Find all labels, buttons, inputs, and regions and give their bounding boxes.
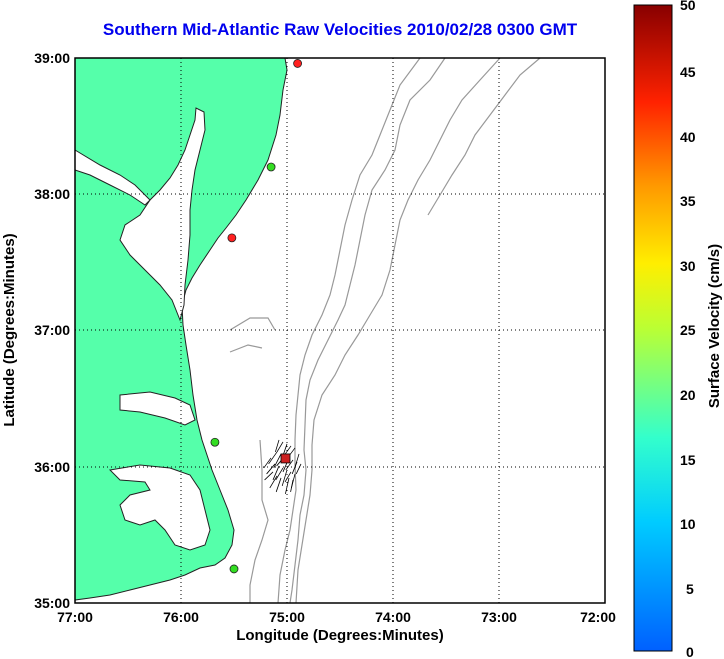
colorbar-tick-labels: 50 45 40 35 30 25 20 15 10 5 0 <box>680 0 696 659</box>
y-tick-label: 38:00 <box>34 186 70 202</box>
velocity-vector <box>281 469 288 487</box>
x-tick-label: 75:00 <box>269 609 305 625</box>
colorbar-tick-label: 50 <box>680 0 696 13</box>
velocity-vector <box>276 441 284 453</box>
radar-stations <box>210 59 303 574</box>
grid <box>75 58 605 603</box>
colorbar-tick-label: 40 <box>680 129 696 145</box>
colorbar-tick-label: 15 <box>680 452 696 468</box>
velocity-vector <box>269 475 278 489</box>
colorbar-tick-label: 0 <box>686 644 694 659</box>
x-axis-label: Longitude (Degrees:Minutes) <box>236 627 444 644</box>
velocity-vector <box>285 459 294 471</box>
y-tick-label: 36:00 <box>34 459 70 475</box>
radar-station-marker <box>229 564 239 574</box>
colorbar-tick-label: 10 <box>680 516 696 532</box>
velocity-vector <box>264 471 274 481</box>
y-tick-label: 37:00 <box>34 322 70 338</box>
y-tick-label: 39:00 <box>34 50 70 66</box>
velocity-vector <box>285 477 290 495</box>
velocity-vector <box>295 463 302 475</box>
colorbar-tick-label: 45 <box>680 64 696 80</box>
y-tick-labels: 39:00 38:00 37:00 36:00 35:00 <box>34 50 70 611</box>
velocity-vector <box>275 467 284 481</box>
velocity-vector <box>263 457 272 469</box>
velocity-vector <box>272 465 280 481</box>
x-tick-label: 77:00 <box>57 609 93 625</box>
x-tick-label: 73:00 <box>481 609 517 625</box>
map-title: Southern Mid-Atlantic Raw Velocities 201… <box>102 20 578 39</box>
y-tick-label: 35:00 <box>34 595 70 611</box>
x-tick-labels: 77:00 76:00 75:00 74:00 73:00 72:00 <box>57 609 616 625</box>
velocity-vector <box>266 463 276 475</box>
radar-station-marker <box>227 233 237 243</box>
colorbar-tick-label: 5 <box>686 581 694 597</box>
radar-station-marker <box>266 162 276 172</box>
pamlico-sound <box>108 464 211 551</box>
x-tick-label: 76:00 <box>163 609 199 625</box>
high-velocity-marker <box>280 453 291 464</box>
x-tick-label: 72:00 <box>580 609 616 625</box>
velocity-vector <box>273 453 282 469</box>
velocity-vector <box>268 451 278 465</box>
albemarle-sound <box>119 391 196 426</box>
colorbar-label: Surface Velocity (cm/s) <box>706 244 723 408</box>
y-axis-label: Latitude (Degrees:Minutes) <box>1 233 18 426</box>
plot-frame <box>74 57 606 604</box>
radar-station-marker <box>293 59 303 68</box>
velocity-vector-cluster <box>263 439 302 495</box>
bathymetry-contours <box>229 57 541 604</box>
chesapeake-bay <box>119 107 206 322</box>
bay-tributary-west <box>74 149 151 206</box>
velocity-vector <box>284 471 292 483</box>
colorbar-tick-label: 35 <box>680 193 696 209</box>
colorbar-tick-label: 25 <box>680 322 696 338</box>
radar-station-marker <box>210 437 220 447</box>
colorbar <box>633 4 673 652</box>
x-tick-label: 74:00 <box>375 609 411 625</box>
velocity-vector <box>275 477 282 493</box>
velocity-vector <box>290 479 294 493</box>
velocity-vector <box>275 439 280 453</box>
colorbar-tick-label: 30 <box>680 258 696 274</box>
velocity-vector <box>295 453 300 467</box>
colorbar-tick-label: 20 <box>680 387 696 403</box>
